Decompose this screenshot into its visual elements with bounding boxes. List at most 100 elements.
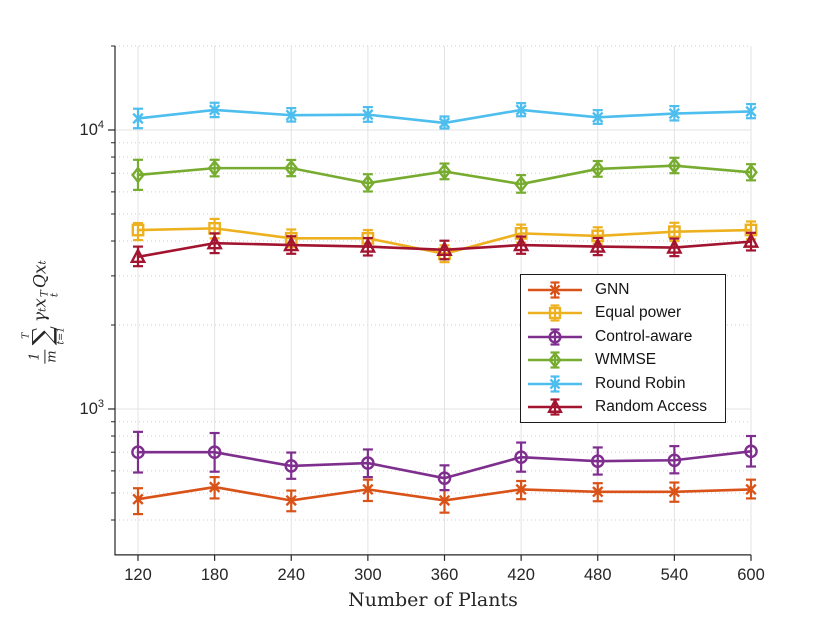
- legend-item-random-access: Random Access: [527, 396, 725, 418]
- error-bar: [592, 446, 603, 476]
- x-marker: [362, 483, 374, 496]
- triangle-marker: [512, 235, 530, 252]
- circle-marker: [131, 445, 145, 460]
- x-tick-label: 600: [737, 566, 765, 584]
- series-wmmse: [131, 156, 758, 194]
- triangle-marker: [359, 237, 377, 253]
- legend-item-gnn: GNN: [527, 279, 725, 301]
- diamond-marker: [284, 159, 299, 177]
- x-marker: [745, 105, 757, 118]
- y-tick-labels: 103 104: [80, 119, 104, 418]
- x-marker: [285, 109, 297, 121]
- x-marker: [592, 111, 604, 123]
- legend-sample: [528, 375, 582, 393]
- frac-numerator: 1: [27, 349, 45, 364]
- series-gnn: [132, 475, 757, 516]
- circle-marker: [207, 445, 222, 460]
- x2-subscript: t: [35, 260, 48, 265]
- x-tick-label: 420: [507, 566, 535, 584]
- x-marker: [438, 494, 451, 507]
- legend-item-round-robin: Round Robin: [527, 373, 725, 395]
- legend-box: GNN Equal power Control-aware WMMSE Round Ro…: [520, 274, 726, 423]
- triangle-marker: [666, 238, 683, 254]
- gamma-symbol: γ: [29, 311, 50, 323]
- legend-item-wmmse: WMMSE: [527, 349, 725, 371]
- x-marker: [132, 493, 144, 505]
- legend-label: GNN: [595, 280, 630, 298]
- x-term: x: [29, 298, 50, 308]
- error-bar: [516, 441, 527, 473]
- legend-label: Equal power: [595, 304, 682, 322]
- diamond-marker: [360, 174, 375, 192]
- x-axis-label: Number of Plants: [348, 589, 518, 611]
- series-round-robin: [132, 101, 757, 130]
- error-bar: [209, 431, 220, 473]
- x-marker: [515, 483, 527, 496]
- square-marker: [667, 225, 681, 239]
- ylabel-fraction: 1 m: [27, 349, 60, 364]
- y-tick-label: 104: [80, 119, 104, 139]
- x-marker: [438, 117, 451, 129]
- error-bar: [362, 448, 373, 479]
- diamond-marker: [590, 160, 605, 178]
- triangle-marker: [436, 240, 453, 257]
- legend-label: Random Access: [595, 398, 707, 416]
- circle-marker: [361, 456, 375, 470]
- x-marker: [668, 107, 681, 120]
- x-marker: [208, 104, 221, 116]
- x-tick-labels: 120 180 240 300 360 420 480 540 600: [124, 566, 765, 584]
- x-tick-label: 540: [661, 566, 689, 584]
- circle-marker: [590, 454, 605, 468]
- triangle-marker: [206, 233, 223, 250]
- x-marker: [132, 112, 144, 125]
- error-bar: [132, 430, 143, 474]
- legend-sample: [528, 398, 582, 416]
- diamond-marker: [131, 166, 145, 184]
- x2-term: x: [29, 264, 50, 275]
- square-marker: [131, 223, 145, 237]
- x-marker: [515, 104, 527, 116]
- series-random-access: [129, 231, 760, 268]
- triangle-marker: [589, 237, 606, 253]
- triangle-marker: [129, 247, 147, 264]
- error-bar: [286, 451, 297, 480]
- axis-ticks: [108, 45, 752, 561]
- legend-label: Round Robin: [595, 374, 686, 392]
- diamond-marker: [514, 175, 529, 193]
- error-bar: [132, 487, 143, 516]
- x-marker: [285, 494, 297, 507]
- circle-marker: [437, 471, 452, 485]
- error-bar: [746, 434, 756, 468]
- circle-marker: [284, 459, 299, 473]
- error-bar: [132, 158, 143, 191]
- diamond-marker: [207, 159, 222, 177]
- frac-denominator: m: [43, 350, 59, 363]
- legend-sample: [528, 351, 582, 369]
- diamond-marker: [667, 156, 682, 175]
- error-bar: [439, 464, 450, 492]
- circle-marker: [744, 444, 758, 459]
- circle-marker: [514, 450, 528, 464]
- triangle-marker: [283, 235, 300, 252]
- sigma-symbol: ∑: [27, 326, 59, 346]
- legend-label: Control-aware: [595, 327, 693, 345]
- axis-spines: [114, 46, 751, 556]
- legend-sample: [528, 280, 582, 299]
- triangle-marker: [742, 232, 760, 248]
- x-marker: [208, 481, 221, 493]
- q-term: Q: [29, 274, 50, 289]
- x-subscript: t: [48, 292, 61, 298]
- x-tick-label: 180: [201, 566, 229, 584]
- legend-item-equal-power: Equal power: [527, 302, 725, 324]
- x-marker: [362, 108, 374, 121]
- series-control-aware: [131, 430, 758, 492]
- x-tick-label: 480: [584, 566, 612, 584]
- diamond-marker: [744, 163, 758, 182]
- legend-sample: [528, 328, 582, 346]
